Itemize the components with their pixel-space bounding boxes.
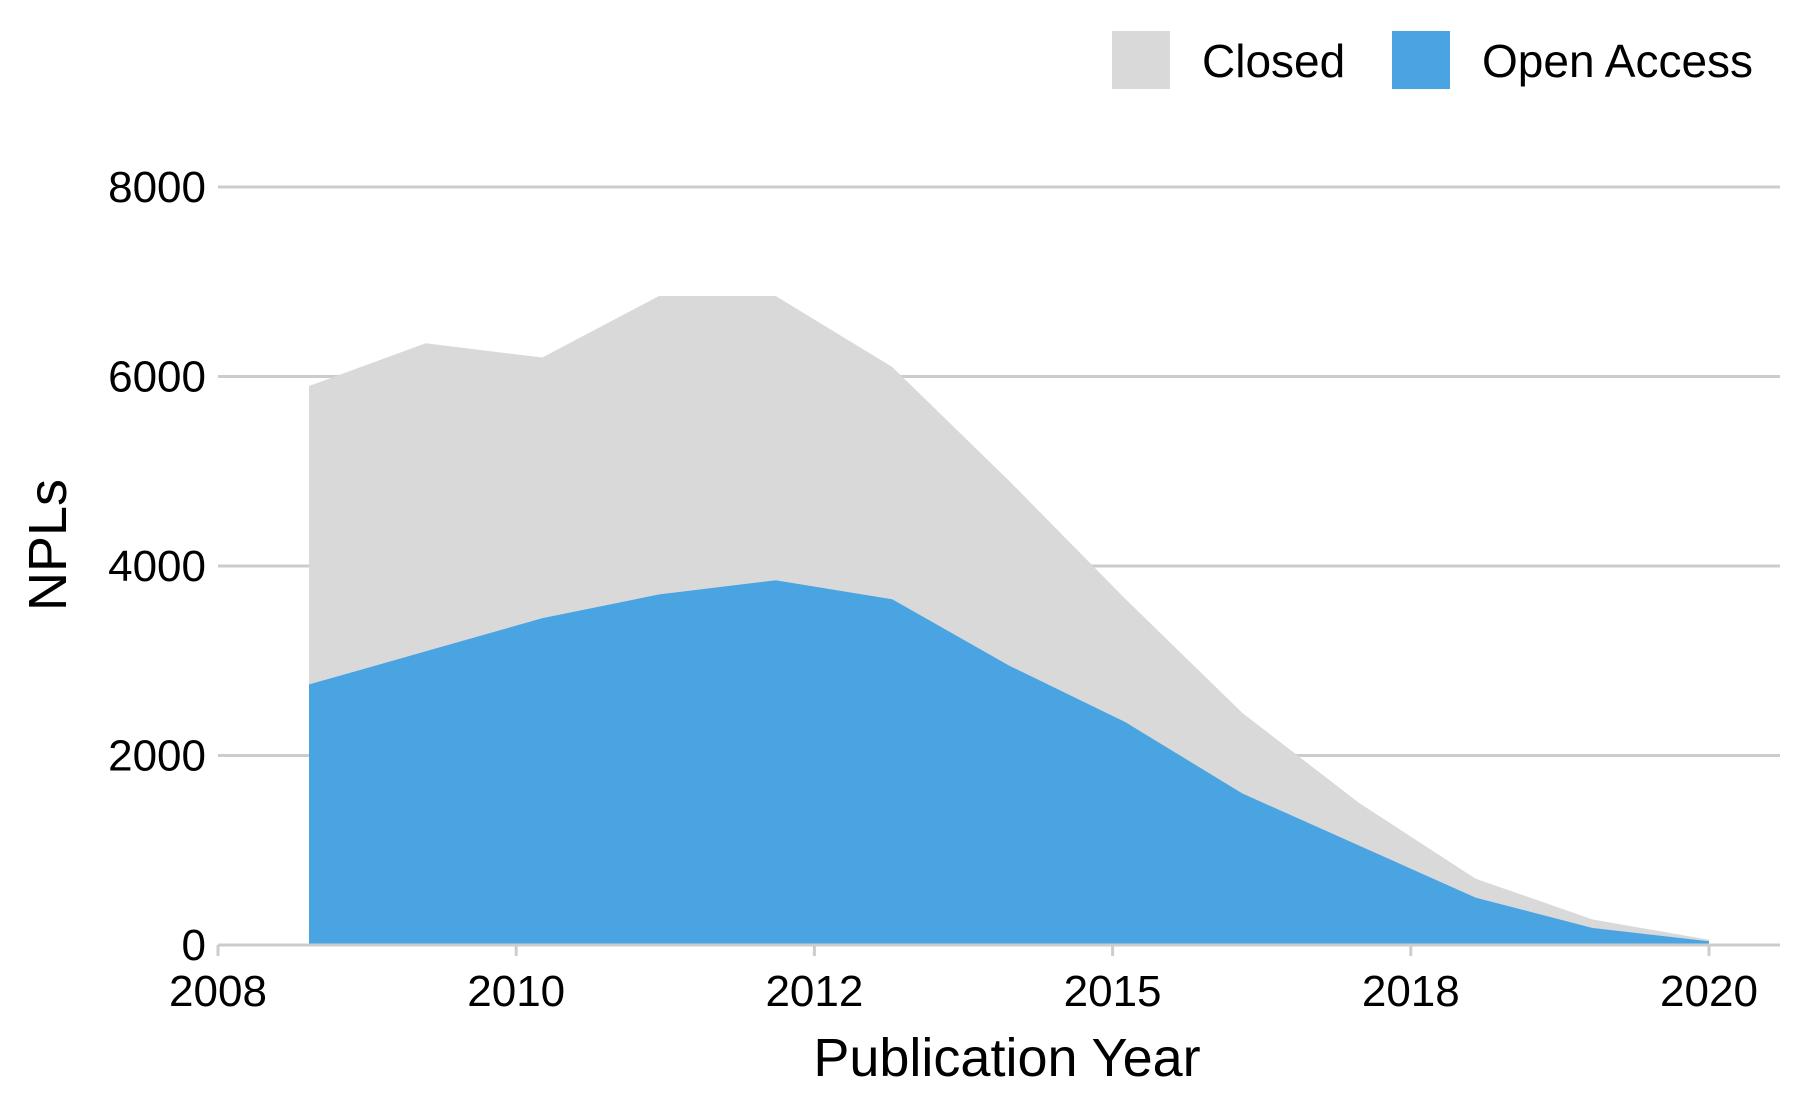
y-tick-label-8000: 8000 [108, 163, 206, 212]
x-tick-label-2010: 2010 [467, 967, 565, 1016]
legend-label-open-access: Open Access [1482, 35, 1753, 87]
x-tick-label-2012: 2012 [765, 967, 863, 1016]
x-tick-label-2008: 2008 [169, 967, 267, 1016]
x-tick-label-2018: 2018 [1362, 967, 1460, 1016]
area-series [309, 296, 1709, 945]
y-axis-title: NPLs [18, 479, 78, 611]
y-tick-label-0: 0 [182, 921, 206, 970]
x-axis-title: Publication Year [813, 1028, 1200, 1088]
y-axis: 0 2000 4000 6000 8000 [108, 163, 206, 970]
y-tick-label-6000: 6000 [108, 353, 206, 402]
legend-swatch-closed [1112, 31, 1170, 89]
x-axis: 2008 2010 2012 2015 2018 2020 [169, 945, 1780, 1016]
y-tick-label-4000: 4000 [108, 542, 206, 591]
x-tick-label-2015: 2015 [1064, 967, 1162, 1016]
x-tick-label-2020: 2020 [1660, 967, 1758, 1016]
legend-label-closed: Closed [1202, 35, 1345, 87]
legend: Closed Open Access [1112, 31, 1753, 89]
legend-swatch-open-access [1392, 31, 1450, 89]
y-tick-label-2000: 2000 [108, 732, 206, 781]
